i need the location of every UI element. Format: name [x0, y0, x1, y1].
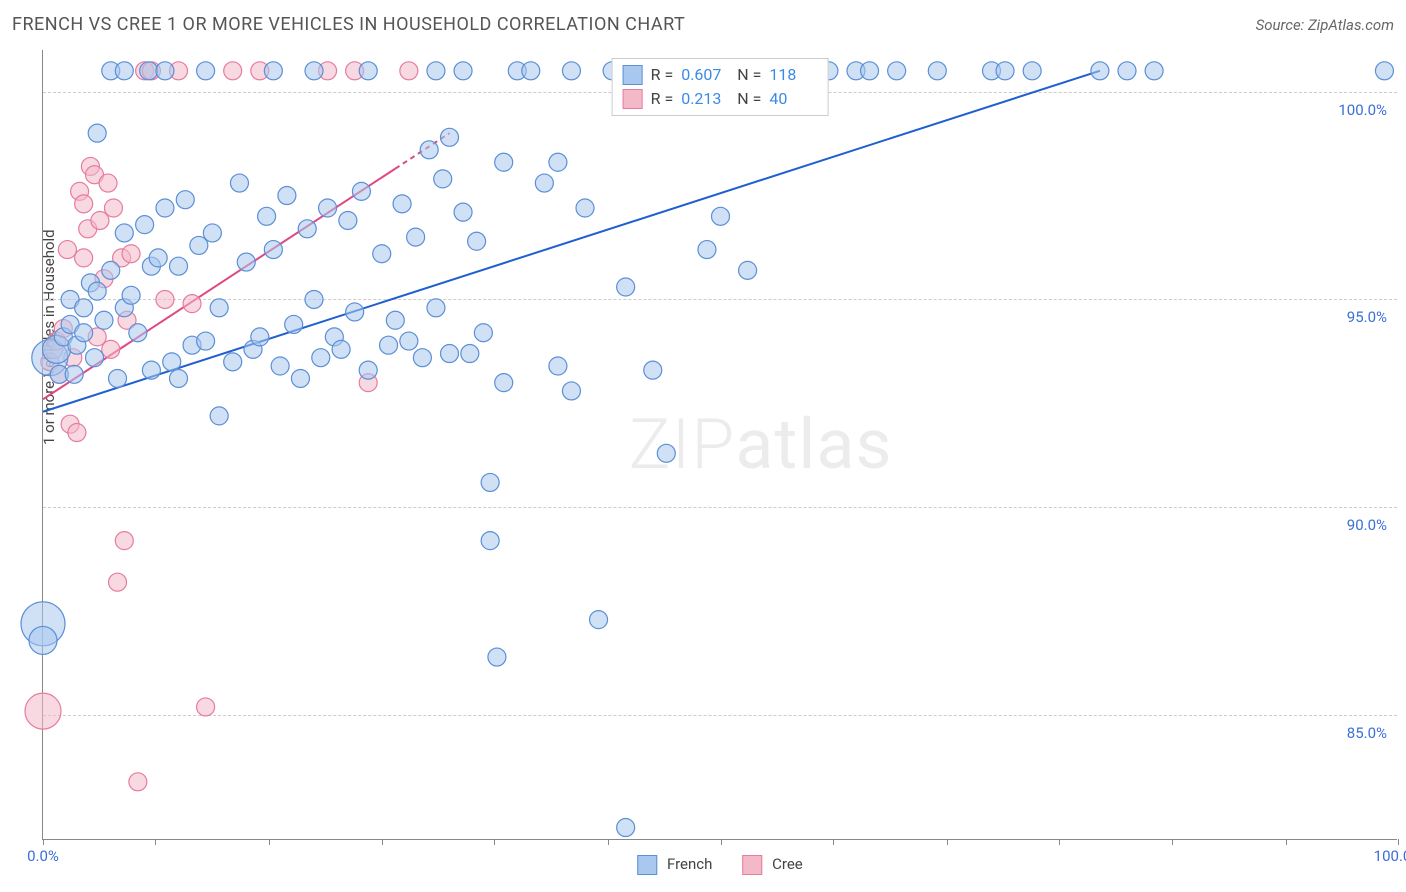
french-n-value: 118 [769, 63, 817, 87]
cree-swatch-icon [623, 89, 643, 109]
legend-item-french: French [637, 855, 712, 875]
correlation-stats-box: R =0.607 N =118 R =0.213 N =40 [612, 58, 829, 116]
legend-label-french: French [667, 855, 712, 873]
french-r-value: 0.607 [681, 63, 729, 87]
cree-swatch-icon [742, 855, 762, 875]
x-tick-label: 0.0% [27, 847, 59, 865]
legend: French Cree [637, 855, 803, 875]
x-tick-label: 100.0% [1374, 847, 1406, 865]
legend-item-cree: Cree [742, 855, 802, 875]
stats-row-french: R =0.607 N =118 [623, 63, 818, 87]
stats-row-cree: R =0.213 N =40 [623, 87, 818, 111]
french-swatch-icon [623, 65, 643, 85]
french-swatch-icon [637, 855, 657, 875]
chart-title: FRENCH VS CREE 1 OR MORE VEHICLES IN HOU… [12, 14, 685, 35]
scatter-svg [43, 50, 1397, 839]
chart-plot-area: 1 or more Vehicles in Household ZIPatlas… [42, 50, 1397, 840]
cree-r-value: 0.213 [681, 87, 729, 111]
legend-label-cree: Cree [772, 855, 803, 873]
cree-n-value: 40 [769, 87, 817, 111]
chart-source: Source: ZipAtlas.com [1256, 16, 1394, 34]
